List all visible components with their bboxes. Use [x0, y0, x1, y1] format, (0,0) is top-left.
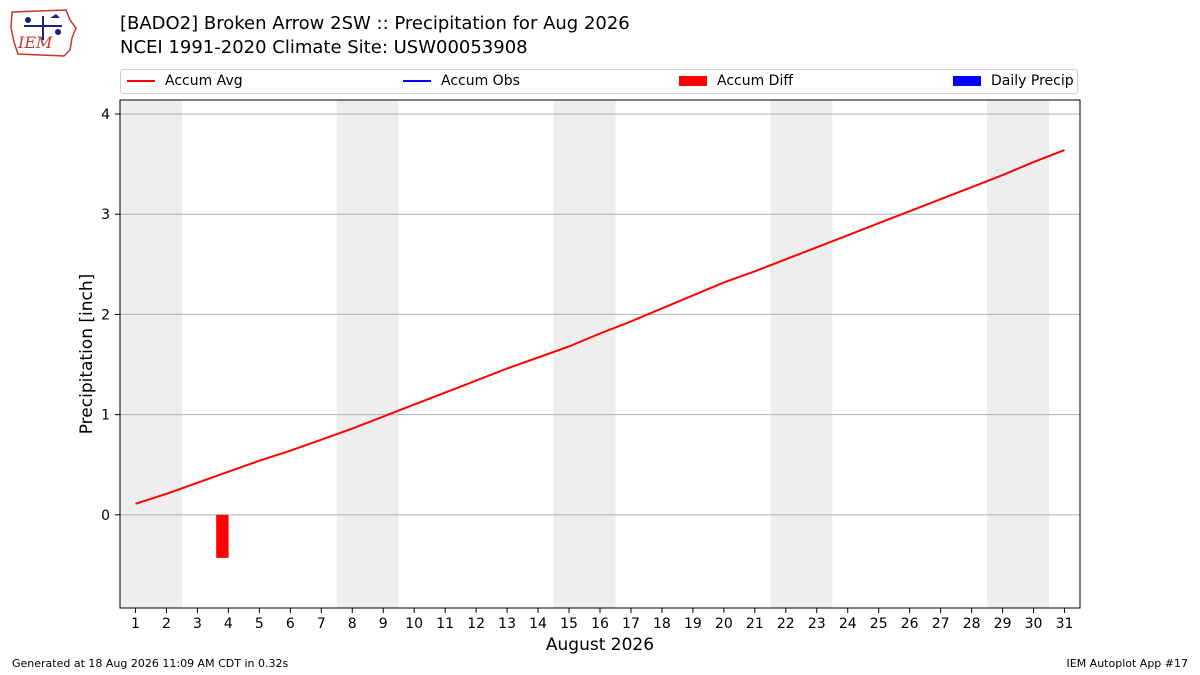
y-tick-label: 4: [101, 107, 110, 123]
x-tick-label: 25: [870, 616, 888, 632]
x-tick-label: 22: [777, 616, 795, 632]
x-tick-label: 7: [317, 616, 326, 632]
x-tick-label: 26: [901, 616, 919, 632]
x-tick-label: 5: [255, 616, 264, 632]
x-axis-label: August 2026: [546, 635, 654, 655]
y-axis-label: Precipitation [inch]: [77, 274, 97, 435]
weekend-band: [987, 100, 1050, 608]
legend-label-daily-precip: Daily Precip: [991, 73, 1074, 89]
legend-swatch-accum-avg: [127, 80, 155, 82]
chart-legend: Accum Avg Accum Obs Accum Diff Daily Pre…: [120, 69, 1078, 94]
legend-item-accum-avg: Accum Avg: [127, 73, 243, 89]
legend-label-accum-obs: Accum Obs: [441, 73, 520, 89]
svg-text:IEM: IEM: [17, 33, 53, 52]
y-tick-label: 2: [101, 307, 110, 323]
x-tick-label: 9: [379, 616, 388, 632]
weekend-band: [120, 100, 182, 608]
x-tick-label: 10: [405, 616, 423, 632]
x-tick-label: 6: [286, 616, 295, 632]
title-line-1: [BADO2] Broken Arrow 2SW :: Precipitatio…: [120, 13, 630, 34]
x-tick-label: 31: [1056, 616, 1074, 632]
app-label: IEM Autoplot App #17: [1066, 657, 1189, 670]
title-line-2: NCEI 1991-2020 Climate Site: USW00053908: [120, 37, 528, 58]
x-tick-label: 28: [963, 616, 981, 632]
legend-item-accum-diff: Accum Diff: [679, 73, 793, 89]
x-tick-label: 16: [591, 616, 609, 632]
weekend-band: [336, 100, 399, 608]
y-tick-label: 3: [101, 207, 110, 223]
legend-label-accum-diff: Accum Diff: [717, 73, 794, 89]
y-tick-label: 0: [101, 508, 110, 524]
generated-timestamp: Generated at 18 Aug 2026 11:09 AM CDT in…: [12, 657, 289, 670]
x-tick-label: 18: [653, 616, 671, 632]
legend-swatch-daily-precip: [953, 76, 981, 86]
y-tick-label: 1: [101, 408, 110, 424]
x-tick-label: 27: [932, 616, 950, 632]
iem-logo: IEM: [8, 6, 80, 58]
x-tick-label: 3: [193, 616, 202, 632]
x-tick-label: 2: [162, 616, 171, 632]
x-tick-label: 19: [684, 616, 702, 632]
legend-label-accum-avg: Accum Avg: [165, 73, 243, 89]
x-tick-label: 8: [348, 616, 357, 632]
x-tick-label: 21: [746, 616, 764, 632]
x-tick-label: 13: [498, 616, 516, 632]
x-tick-label: 12: [467, 616, 485, 632]
x-tick-label: 15: [560, 616, 578, 632]
chart-title: [BADO2] Broken Arrow 2SW :: Precipitatio…: [120, 12, 630, 60]
accum-diff-bar: [216, 514, 229, 558]
x-tick-label: 17: [622, 616, 640, 632]
x-tick-label: 23: [808, 616, 826, 632]
legend-item-daily-precip: Daily Precip: [953, 73, 1074, 89]
legend-swatch-accum-diff: [679, 76, 707, 86]
legend-item-accum-obs: Accum Obs: [403, 73, 520, 89]
x-tick-label: 11: [436, 616, 454, 632]
legend-swatch-accum-obs: [403, 80, 431, 82]
weekend-band: [553, 100, 616, 608]
weekend-band: [770, 100, 833, 608]
x-tick-label: 20: [715, 616, 733, 632]
x-tick-label: 24: [839, 616, 857, 632]
x-tick-label: 1: [131, 616, 140, 632]
accum-avg-line: [135, 149, 1065, 505]
x-tick-label: 29: [994, 616, 1012, 632]
x-tick-label: 30: [1025, 616, 1043, 632]
x-tick-label: 4: [224, 616, 233, 632]
x-tick-label: 14: [529, 616, 547, 632]
